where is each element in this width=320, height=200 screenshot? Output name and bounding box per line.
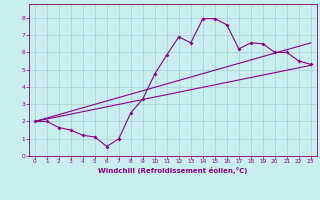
- X-axis label: Windchill (Refroidissement éolien,°C): Windchill (Refroidissement éolien,°C): [98, 167, 247, 174]
